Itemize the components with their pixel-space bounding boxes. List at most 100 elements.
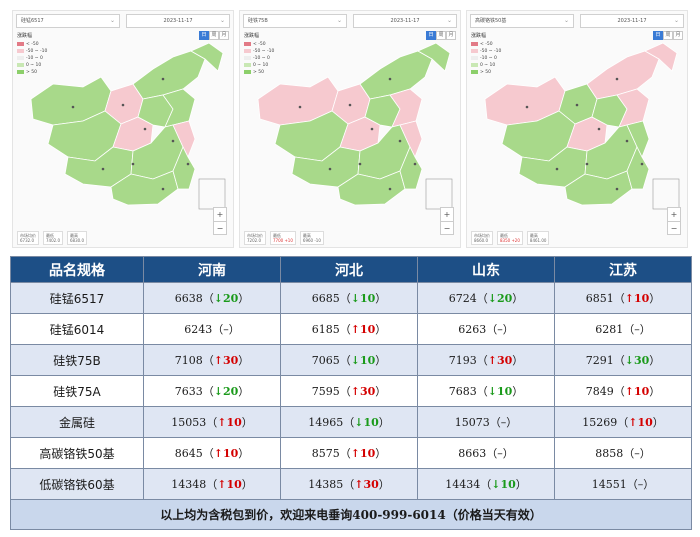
map-region[interactable] [132, 50, 206, 100]
legend-label: -10 ~ 0 [26, 56, 43, 61]
price-change: 10 [359, 447, 376, 460]
price-value: 7595 [311, 385, 340, 398]
china-map[interactable] [467, 29, 688, 229]
date-value: 2023-11-17 [617, 18, 647, 24]
product-select-value: 高碳铬铁50基 [475, 18, 507, 24]
legend-item[interactable]: -50 ~ -10 [471, 48, 501, 55]
period-toggle-button[interactable]: 周 [209, 31, 219, 40]
arrow-up-icon: ↑ [217, 416, 227, 429]
legend-label: > 50 [26, 70, 37, 75]
zoom-in-button[interactable]: + [216, 210, 224, 219]
table-footer-row: 以上均为含税包到价，欢迎来电垂询400-999-6014（价格当天有效） [10, 499, 692, 530]
map-region[interactable] [626, 120, 650, 158]
legend-label: -50 ~ -10 [480, 49, 502, 54]
period-toggle-button[interactable]: 周 [436, 31, 446, 40]
city-marker [615, 77, 619, 81]
footer-card-value: 8660.0 [474, 238, 488, 243]
map-footer: 市场均价 8660.0 最低 8350 +20 最高 8461.00 [471, 231, 550, 245]
map-region[interactable] [399, 146, 423, 190]
city-marker [143, 127, 147, 131]
map-panel: 硅铁75B ⌄ 2023-11-17 ⌄ 涨跌幅 < -50 -50 ~ -10 -10 ~ … [239, 10, 461, 248]
legend-item[interactable]: 0 ~ 10 [244, 62, 274, 69]
legend-item[interactable]: 0 ~ 10 [471, 62, 501, 69]
legend-item[interactable]: > 50 [471, 69, 501, 76]
price-change: 10 [222, 447, 239, 460]
date-select[interactable]: 2023-11-17 ⌄ [126, 14, 230, 28]
price-change: 10 [633, 292, 650, 305]
product-name: 高碳铬铁50基 [10, 437, 144, 469]
footer-card-value: 8461.00 [529, 238, 547, 243]
footer-card-value: 7202.0 [247, 238, 261, 243]
legend-item[interactable]: 0 ~ 10 [17, 62, 47, 69]
zoom-in-button[interactable]: + [443, 210, 451, 219]
period-toggle-button[interactable]: 日 [653, 31, 663, 40]
china-map[interactable] [13, 29, 234, 229]
product-select[interactable]: 硅铁75B ⌄ [243, 14, 347, 28]
map-region[interactable] [399, 120, 423, 158]
zoom-out-button[interactable]: − [214, 221, 226, 234]
legend-item[interactable]: > 50 [17, 69, 47, 76]
map-region[interactable] [626, 146, 650, 190]
price-change: 10 [633, 385, 650, 398]
map-region[interactable] [190, 42, 224, 72]
price-change: 20 [222, 385, 239, 398]
chevron-down-icon: ⌄ [563, 17, 569, 24]
city-marker [131, 162, 135, 166]
legend-item[interactable]: -10 ~ 0 [471, 55, 501, 62]
map-region[interactable] [172, 120, 196, 158]
period-toggle-button[interactable]: 日 [199, 31, 209, 40]
footer-card-label: 最高 [70, 233, 78, 238]
map-region[interactable] [644, 42, 678, 72]
period-toggle-button[interactable]: 月 [673, 31, 683, 40]
period-toggle-button[interactable]: 月 [219, 31, 229, 40]
price-value: 7849 [585, 385, 614, 398]
header-hebei: 河北 [280, 256, 418, 283]
header-henan: 河南 [143, 256, 281, 283]
arrow-up-icon: ↑ [213, 447, 223, 460]
legend-item[interactable]: < -50 [471, 41, 501, 48]
legend-item[interactable]: -50 ~ -10 [244, 48, 274, 55]
period-toggle: 日周月 [199, 31, 229, 40]
period-toggle-button[interactable]: 日 [426, 31, 436, 40]
legend-swatch [17, 48, 24, 53]
map-region[interactable] [417, 42, 451, 72]
zoom-out-button[interactable]: − [668, 221, 680, 234]
footer-card-label: 最高 [302, 233, 311, 238]
legend-label: > 50 [253, 70, 264, 75]
price-cell: 15269（↑10） [554, 406, 692, 438]
price-cell: 7108（↑30） [143, 344, 281, 376]
period-toggle-button[interactable]: 月 [446, 31, 456, 40]
zoom-out-button[interactable]: − [441, 221, 453, 234]
legend-item[interactable]: < -50 [244, 41, 274, 48]
zoom-in-button[interactable]: + [670, 210, 678, 219]
price-cell: 14348（↑10） [143, 468, 281, 500]
map-region[interactable] [172, 146, 196, 190]
city-marker [161, 187, 165, 191]
price-change: – [500, 416, 507, 429]
product-select[interactable]: 硅锰6517 ⌄ [16, 14, 120, 28]
arrow-down-icon: ↓ [624, 354, 634, 367]
china-map[interactable] [240, 29, 461, 229]
price-cell: 6851（↑10） [554, 282, 692, 314]
map-region[interactable] [359, 50, 433, 100]
arrow-up-icon: ↑ [487, 354, 497, 367]
legend-item[interactable]: -10 ~ 0 [244, 55, 274, 62]
city-marker [625, 139, 629, 143]
product-select[interactable]: 高碳铬铁50基 ⌄ [470, 14, 574, 28]
map-legend: 涨跌幅 < -50 -50 ~ -10 -10 ~ 0 0 ~ 10 > 50 [244, 33, 274, 76]
legend-title: 涨跌幅 [244, 33, 260, 39]
legend-swatch [471, 55, 478, 60]
legend-item[interactable]: -50 ~ -10 [17, 48, 47, 55]
legend-item[interactable]: < -50 [17, 41, 47, 48]
table-row: 硅铁75A 7633（↓20） 7595（↑30） 7683（↓10） 7849（↑10… [10, 375, 692, 407]
price-value: 7683 [448, 385, 477, 398]
legend-item[interactable]: > 50 [244, 69, 274, 76]
legend-item[interactable]: -10 ~ 0 [17, 55, 47, 62]
map-region[interactable] [586, 50, 660, 100]
period-toggle-button[interactable]: 周 [663, 31, 673, 40]
date-select[interactable]: 2023-11-17 ⌄ [580, 14, 684, 28]
city-marker [171, 139, 175, 143]
date-select[interactable]: 2023-11-17 ⌄ [353, 14, 457, 28]
price-cell: 14385（↑30） [280, 468, 418, 500]
map-footer-card: 市场均价 8660.0 [471, 231, 493, 245]
